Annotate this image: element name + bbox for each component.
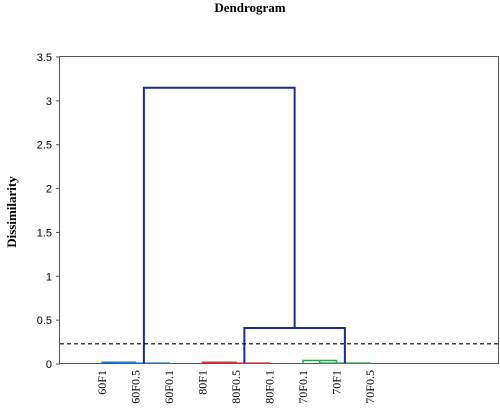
dendrogram-link (243, 327, 346, 364)
x-tick-label: 70F0.5 (363, 370, 377, 404)
x-tick-label: 60F0.1 (162, 370, 176, 404)
plot-area-frame (59, 56, 499, 364)
y-axis: 0 0.5 1 1.5 2 2.5 3 3.5 (37, 52, 60, 371)
x-tick-label: 60F0.5 (129, 370, 143, 404)
dendrogram-link (302, 359, 338, 364)
dendrogram-link (319, 360, 371, 364)
dendrogram-link (118, 362, 170, 364)
y-tick-label: 1.5 (37, 227, 52, 239)
dendrogram-link (142, 86, 296, 364)
y-tick-label: 2 (46, 184, 52, 196)
y-axis-label: Dissimilarity (4, 176, 19, 248)
y-tick-label: 2.5 (37, 140, 52, 152)
y-tick-label: 1 (46, 271, 52, 283)
x-tick-label: 80F1 (196, 370, 210, 395)
y-tick-label: 3.5 (37, 52, 52, 64)
dendrogram-links (101, 86, 371, 364)
y-tick-label: 0 (46, 359, 52, 371)
x-tick-label: 80F0.1 (263, 370, 277, 404)
y-tick-label: 3 (46, 96, 52, 108)
x-tick-label: 60F1 (95, 370, 109, 395)
y-tick-label: 0.5 (37, 315, 52, 327)
dendrogram-link (218, 362, 271, 364)
x-tick-label: 80F0.5 (229, 370, 243, 404)
chart-title: Dendrogram (214, 0, 285, 15)
x-tick-label: 70F1 (330, 370, 344, 395)
x-axis: 60F1 60F0.5 60F0.1 80F1 80F0.5 80F0.1 70F0.1 70… (95, 370, 377, 404)
x-tick-label: 70F0.1 (296, 370, 310, 404)
